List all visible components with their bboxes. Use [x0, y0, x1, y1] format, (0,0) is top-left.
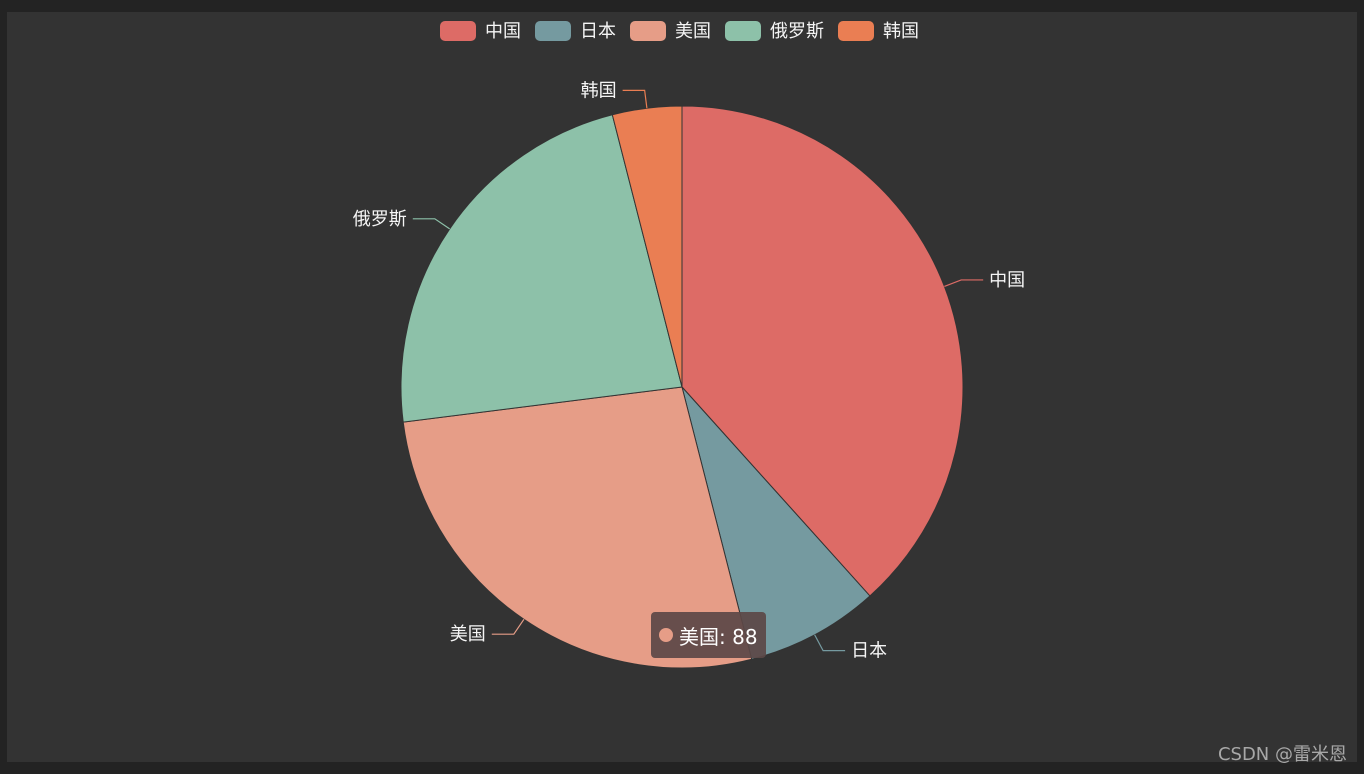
legend-label: 美国: [675, 21, 711, 42]
legend-item-2[interactable]: 美国: [630, 21, 711, 42]
legend-item-4[interactable]: 韩国: [838, 21, 919, 42]
legend-item-0[interactable]: 中国: [440, 21, 521, 42]
legend-swatch: [838, 21, 874, 41]
slice-label-0: 中国: [989, 270, 1025, 291]
slice-label-1: 日本: [851, 641, 887, 662]
legend-label: 日本: [580, 21, 616, 42]
pie-slice-0[interactable]: [681, 105, 964, 597]
legend-item-3[interactable]: 俄罗斯: [725, 21, 824, 42]
watermark: CSDN @雷米恩: [1217, 744, 1347, 765]
tooltip: 美国: 88: [651, 612, 766, 658]
label-leader-line-3: [412, 218, 451, 230]
legend-label: 韩国: [883, 21, 919, 42]
tooltip-text: 美国: 88: [679, 624, 758, 649]
legend-swatch: [630, 21, 666, 41]
legend-swatch: [440, 21, 476, 41]
slice-label-4: 韩国: [581, 80, 617, 101]
label-leader-line-0: [944, 279, 984, 287]
label-leader-line-1: [814, 634, 846, 652]
pie-slice-2[interactable]: [402, 386, 753, 669]
pie-slices: [400, 105, 964, 669]
tooltip-color-dot: [659, 628, 673, 642]
slice-label-3: 俄罗斯: [353, 209, 407, 230]
legend-item-1[interactable]: 日本: [535, 21, 616, 42]
legend: 中国 日本 美国 俄罗斯 韩国: [440, 21, 919, 42]
label-leader-line-4: [622, 89, 648, 109]
chart-panel: 中国 日本 美国 俄罗斯 韩国 中国 日本 美国 俄罗斯 韩国 美国: 88: [7, 12, 1357, 762]
legend-label: 中国: [485, 21, 521, 42]
slice-label-2: 美国: [450, 624, 486, 645]
legend-swatch: [535, 21, 571, 41]
label-leader-line-2: [491, 618, 525, 635]
legend-swatch: [725, 21, 761, 41]
legend-label: 俄罗斯: [770, 21, 824, 42]
